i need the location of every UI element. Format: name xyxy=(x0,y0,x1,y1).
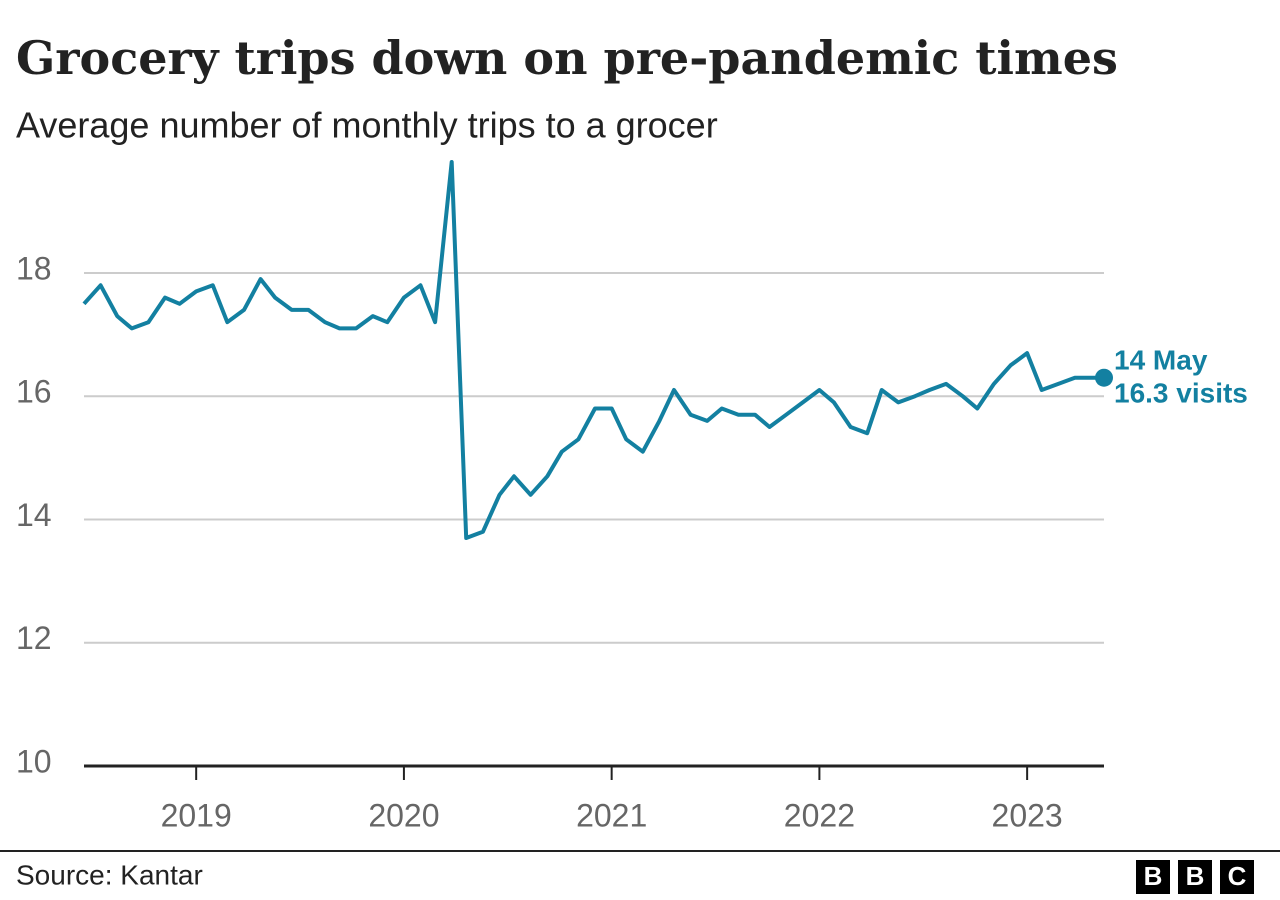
chart-subtitle: Average number of monthly trips to a gro… xyxy=(16,105,718,146)
annotation: 14 May xyxy=(1114,344,1208,375)
x-tick-label: 2023 xyxy=(992,797,1063,833)
logo-box xyxy=(1220,860,1254,894)
x-tick-label: 2020 xyxy=(368,797,439,833)
logo-box xyxy=(1136,860,1170,894)
y-tick-label: 12 xyxy=(16,620,52,656)
chart-title: Grocery trips down on pre-pandemic times xyxy=(16,31,1118,85)
logo-letter: B xyxy=(1186,861,1205,891)
x-tick-label: 2022 xyxy=(784,797,855,833)
source: Source: Kantar xyxy=(16,859,203,890)
annotation: 16.3 visits xyxy=(1114,377,1248,408)
line xyxy=(82,160,1104,540)
y-tick-label: 18 xyxy=(16,250,52,286)
y-tick-label: 16 xyxy=(16,374,52,410)
y-tick-label: 14 xyxy=(16,497,52,533)
logo-box xyxy=(1178,860,1212,894)
end-dot xyxy=(1095,368,1113,387)
logo-letter: B xyxy=(1144,861,1163,891)
x-tick-label: 2019 xyxy=(161,797,232,833)
logo-letter: C xyxy=(1228,861,1247,891)
x-tick-label: 2021 xyxy=(576,797,647,833)
y-tick-label: 10 xyxy=(16,743,52,779)
